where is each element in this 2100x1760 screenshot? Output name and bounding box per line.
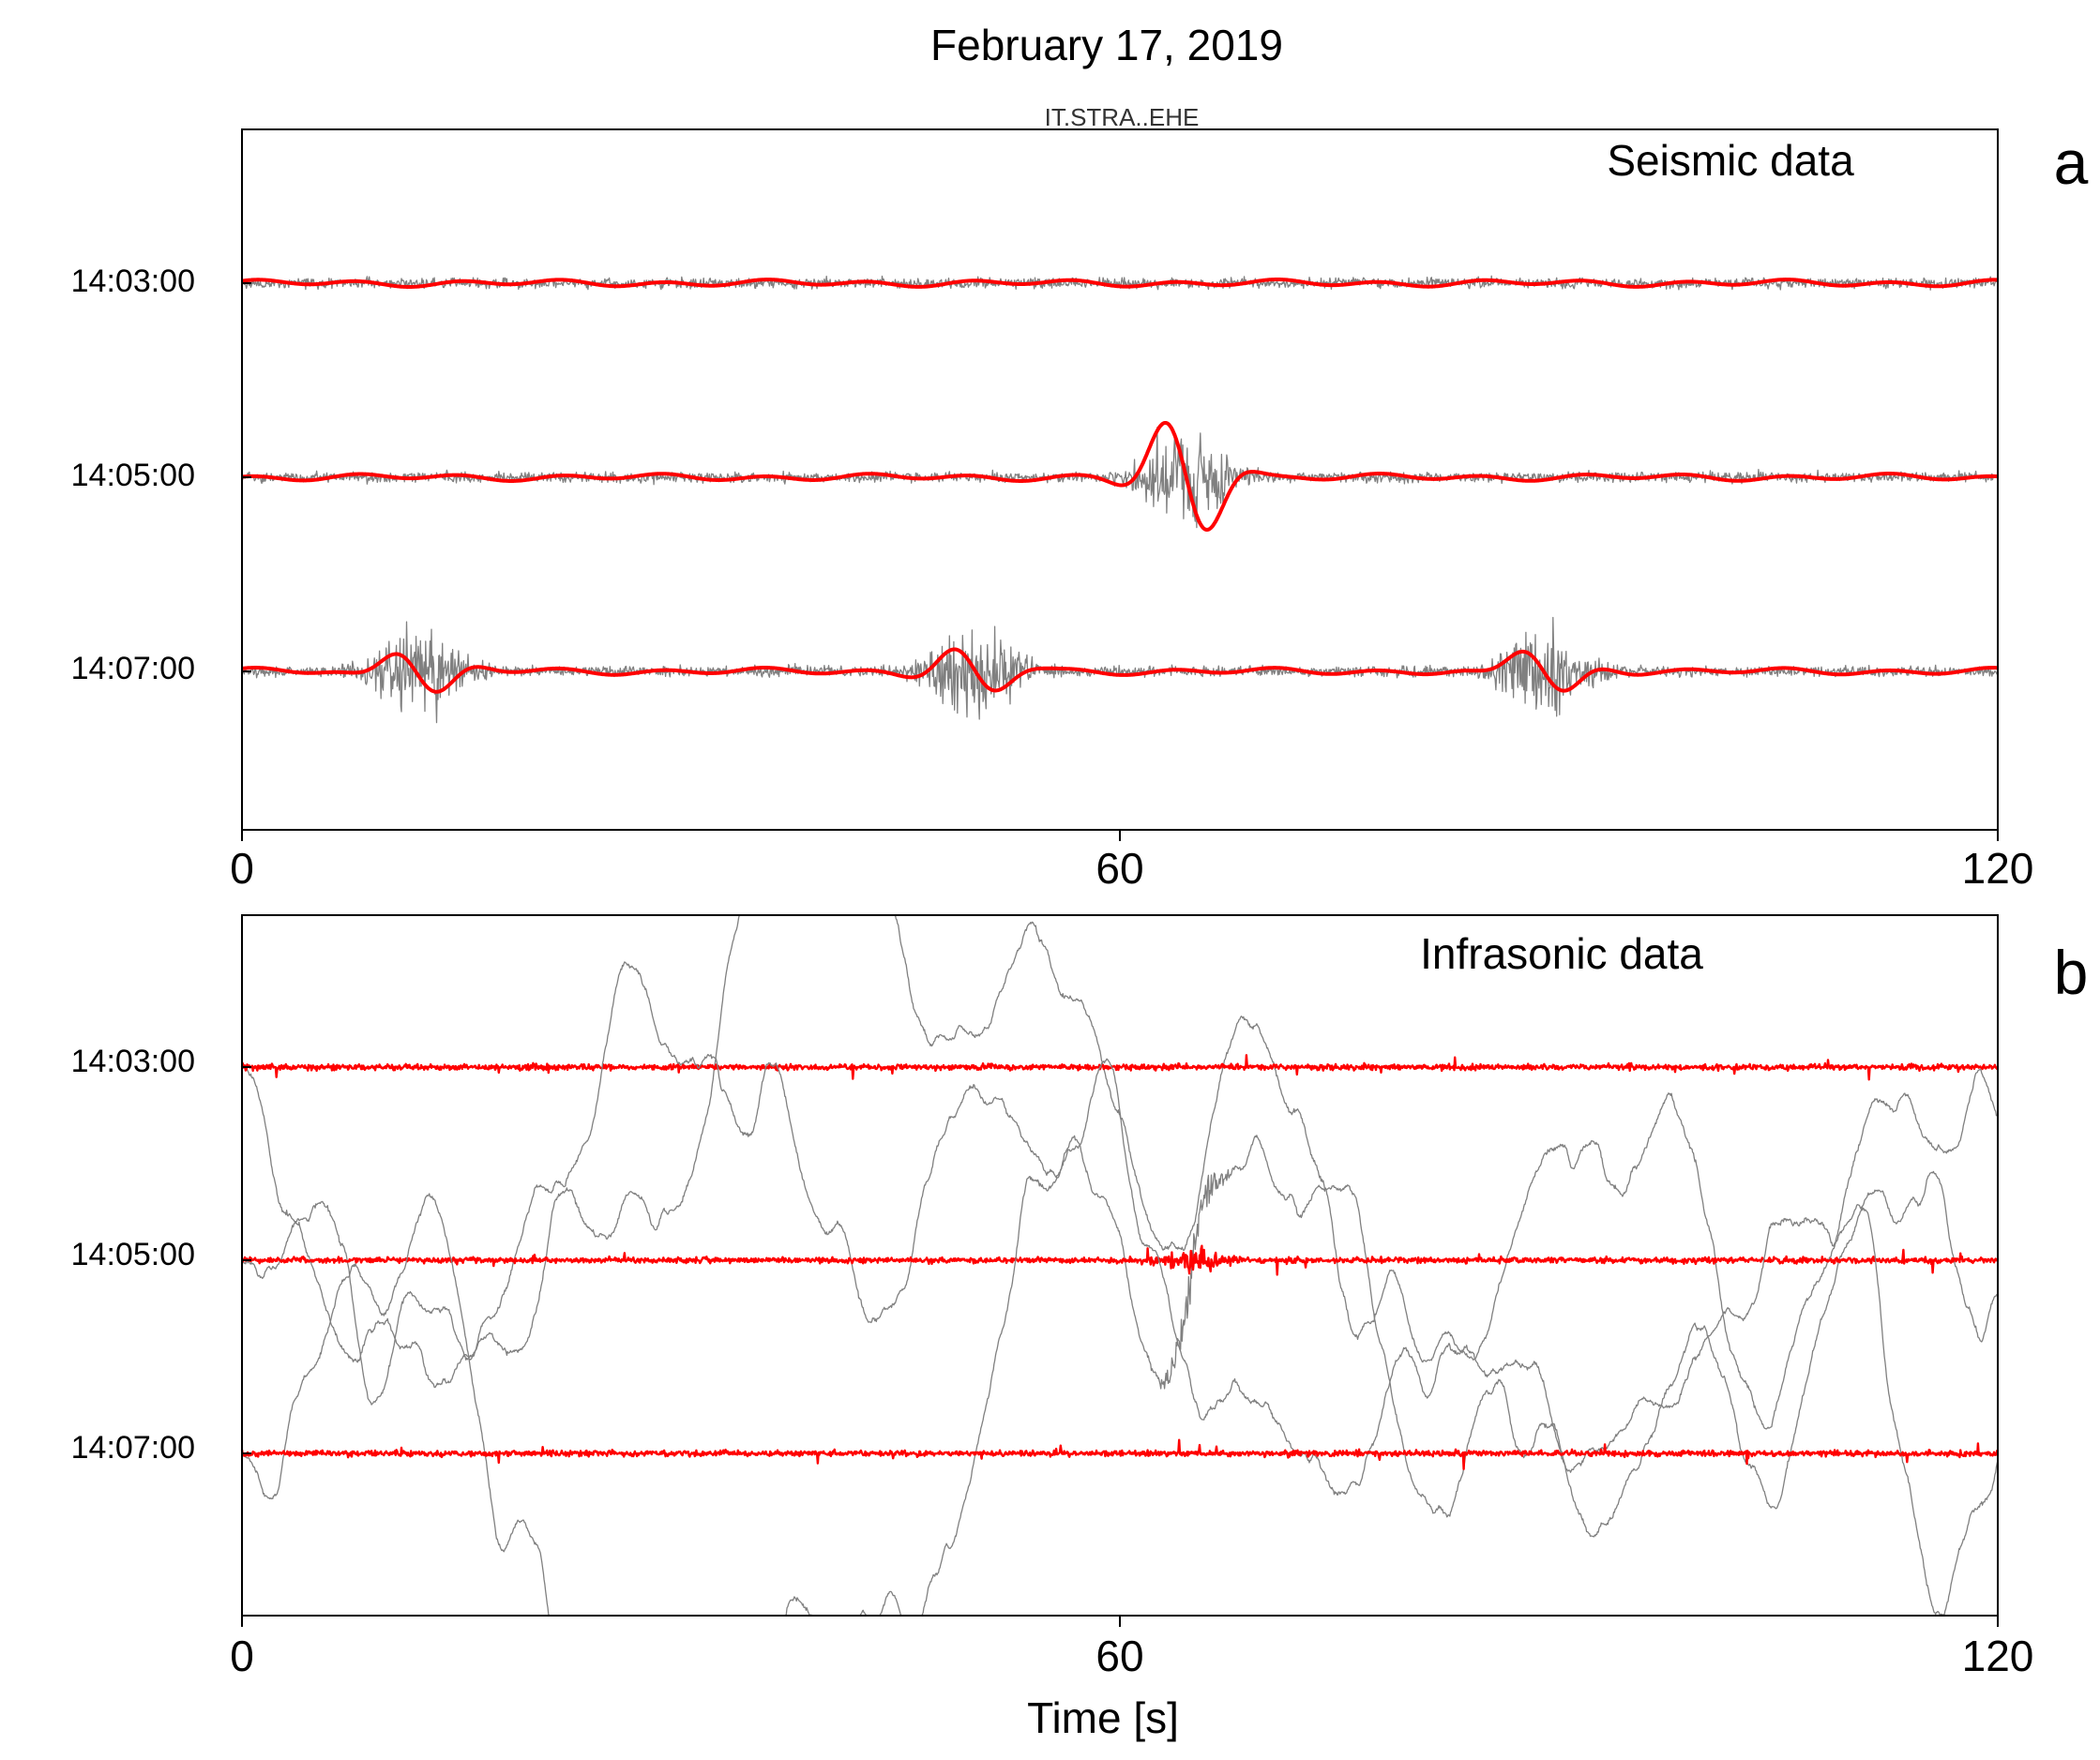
filtered-signal-trace-140500 <box>240 1244 2000 1276</box>
filtered-signal-trace-140500 <box>240 421 2000 532</box>
panel-a-row-label: 14:07:00 <box>71 651 195 686</box>
x-tick-label: 120 <box>1962 1632 2034 1680</box>
panel-a-seismic: Seismic data a 14:03:00 14:05:00 14:07:0… <box>71 128 2089 893</box>
x-tick-label: 60 <box>1095 844 1143 893</box>
panel-b-row-label: 14:03:00 <box>71 1044 195 1079</box>
infrasonic-traces <box>240 914 2000 1617</box>
seismic-traces <box>240 275 2000 724</box>
raw-signal-trace-140300 <box>241 914 1999 1430</box>
panel-b-row-label: 14:05:00 <box>71 1237 195 1272</box>
panel-b-frame <box>241 914 1999 1617</box>
filtered-signal-trace-140700 <box>240 647 2000 694</box>
x-axis-label: Time [s] <box>1027 1693 1179 1742</box>
filtered-signal-trace-140300 <box>240 1054 2000 1081</box>
panel-a-row-label: 14:05:00 <box>71 458 195 493</box>
panel-a-name: Seismic data <box>1607 136 1854 185</box>
filtered-signal-trace-140300 <box>240 278 2000 289</box>
panel-a-row-label: 14:03:00 <box>71 263 195 299</box>
raw-signal-trace-140500 <box>241 427 1999 529</box>
filtered-signal-trace-140700 <box>240 1438 1999 1470</box>
panel-b-row-label: 14:07:00 <box>71 1430 195 1466</box>
x-tick-label: 0 <box>230 1632 254 1680</box>
panel-b-name: Infrasonic data <box>1420 929 1703 978</box>
figure-title: February 17, 2019 <box>930 21 1283 69</box>
figure-subtitle: IT.STRA..EHE <box>1045 103 1200 131</box>
panel-b-infrasonic: Infrasonic data b 14:03:00 14:05:00 14:0… <box>71 914 2089 1680</box>
x-tick-label: 60 <box>1095 1632 1143 1680</box>
raw-signal-trace-140700 <box>241 1058 1999 1617</box>
x-tick-label: 120 <box>1962 844 2034 893</box>
panel-b-letter: b <box>2054 938 2089 1007</box>
x-tick-label: 0 <box>230 844 254 893</box>
raw-signal-trace-140500 <box>241 961 1999 1538</box>
panel-a-letter: a <box>2054 128 2089 197</box>
